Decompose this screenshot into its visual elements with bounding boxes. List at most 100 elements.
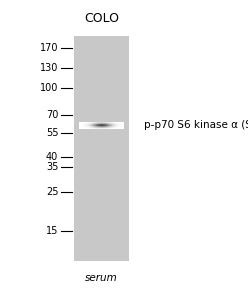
Text: 35: 35 (46, 162, 58, 172)
Bar (107, 128, 108, 129)
Bar (83, 123, 84, 124)
Bar (90, 126, 91, 127)
Bar (107, 126, 108, 127)
Bar (100, 125, 101, 126)
Bar (89, 122, 90, 123)
Bar (100, 122, 101, 123)
Bar (118, 122, 119, 123)
Bar (105, 128, 106, 129)
Bar (100, 125, 101, 126)
Bar (81, 124, 82, 125)
Bar (116, 125, 117, 126)
Bar (93, 127, 94, 128)
Bar (106, 126, 107, 127)
Bar (93, 126, 94, 127)
Bar (98, 122, 99, 123)
Bar (120, 126, 121, 127)
Bar (84, 122, 85, 123)
Bar (93, 124, 94, 125)
Bar (110, 126, 111, 127)
Bar (98, 127, 99, 128)
Bar (100, 124, 101, 125)
Bar (115, 128, 116, 129)
Bar (92, 127, 93, 128)
Bar (85, 123, 86, 124)
Bar (95, 125, 96, 126)
Bar (119, 124, 120, 125)
Bar (121, 127, 122, 128)
Bar (80, 126, 81, 127)
Bar (113, 126, 114, 127)
Bar (118, 127, 119, 128)
Bar (115, 123, 116, 124)
Bar (79, 127, 80, 128)
Bar (87, 122, 88, 123)
Bar (121, 127, 122, 128)
Bar (81, 123, 82, 124)
Bar (113, 123, 114, 124)
Bar (82, 126, 83, 127)
Bar (94, 125, 95, 126)
Bar (84, 127, 85, 128)
Bar (102, 126, 103, 127)
Bar (108, 125, 109, 126)
Bar (96, 127, 97, 128)
Bar (113, 125, 114, 126)
Bar (113, 128, 114, 129)
Bar (87, 124, 88, 125)
Bar (102, 123, 103, 124)
Bar (117, 125, 118, 126)
Bar (98, 124, 99, 125)
Bar (82, 128, 83, 129)
Bar (87, 125, 88, 126)
Text: 40: 40 (46, 152, 58, 162)
Bar (82, 123, 83, 124)
Bar (82, 127, 83, 128)
Bar (116, 123, 117, 124)
Bar (82, 123, 83, 124)
Bar (97, 124, 98, 125)
Bar (112, 122, 113, 123)
Bar (110, 125, 111, 126)
Bar (116, 125, 117, 126)
Bar (98, 126, 99, 127)
Bar (79, 126, 80, 127)
Bar (105, 127, 106, 128)
Bar (115, 123, 116, 124)
Bar (116, 124, 117, 125)
Bar (105, 126, 106, 127)
Bar (101, 128, 102, 129)
Bar (99, 125, 100, 126)
Bar (79, 123, 80, 124)
Bar (119, 124, 120, 125)
Bar (106, 126, 107, 127)
Bar (111, 122, 112, 123)
Bar (107, 125, 108, 126)
Bar (104, 125, 105, 126)
Bar (84, 128, 85, 129)
Bar (86, 124, 87, 125)
Bar (97, 127, 98, 128)
Bar (112, 125, 113, 126)
Bar (87, 123, 88, 124)
Bar (122, 124, 123, 125)
Bar (89, 128, 90, 129)
Bar (80, 127, 81, 128)
Bar (79, 124, 80, 125)
Bar (120, 128, 121, 129)
Bar (89, 123, 90, 124)
Bar (96, 126, 97, 127)
Bar (86, 123, 87, 124)
Bar (109, 123, 110, 124)
Bar (104, 124, 105, 125)
Bar (105, 128, 106, 129)
Bar (105, 124, 106, 125)
Bar (102, 122, 103, 123)
Bar (91, 123, 92, 124)
Bar (96, 124, 97, 125)
Bar (123, 124, 124, 125)
Bar (83, 128, 84, 129)
Bar (82, 125, 83, 126)
Bar (113, 127, 114, 128)
Bar (89, 126, 90, 127)
